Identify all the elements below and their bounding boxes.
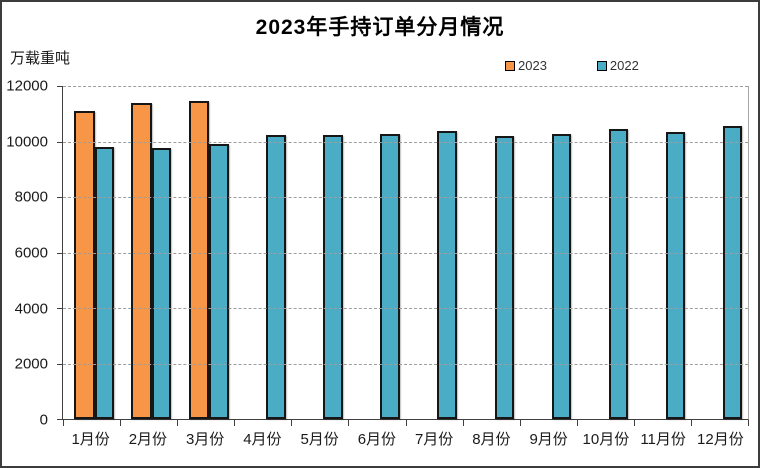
y-tick-label-10000: 10000 (6, 133, 48, 151)
bar-groups (63, 86, 748, 419)
bar-2022-month-8 (494, 135, 514, 419)
y-tick-label-0: 0 (39, 411, 48, 429)
x-tick-mark-1 (120, 420, 122, 426)
bar-2022-month-2 (152, 147, 172, 419)
bar-2022-month-5 (323, 135, 343, 419)
x-tick-label-2: 2月份 (128, 431, 168, 448)
gridline-6000 (63, 252, 748, 254)
legend-item-2022: 2022 (596, 58, 639, 73)
gridline-12000 (63, 86, 748, 87)
bar-2022-month-9 (551, 134, 571, 419)
legend-item-2023: 2023 (505, 58, 547, 73)
x-tick-mark-6 (405, 420, 407, 426)
x-tick-label-4: 4月份 (243, 431, 282, 448)
x-tick-label-12: 12月份 (697, 431, 744, 448)
x-tick-label-9: 9月份 (529, 431, 568, 448)
bar-2022-month-10 (608, 129, 629, 419)
x-tick-label-8: 8月份 (472, 431, 511, 448)
x-tick-label-6: 6月份 (357, 431, 397, 448)
category-group-12 (691, 86, 748, 419)
x-tick-mark-10 (633, 420, 635, 426)
y-tick-label-4000: 4000 (14, 300, 48, 318)
gridline-4000 (63, 308, 748, 309)
y-tick-mark-2000 (57, 363, 63, 365)
plot-area (57, 86, 749, 426)
y-tick-label-2000: 2000 (14, 355, 48, 373)
y-tick-mark-12000 (57, 86, 63, 87)
y-tick-mark-10000 (57, 141, 63, 143)
legend-label-2022: 2022 (609, 58, 639, 73)
y-tick-label-12000: 12000 (6, 77, 48, 95)
y-tick-mark-4000 (57, 308, 63, 309)
bar-2023-month-1 (74, 110, 95, 419)
gridline-2000 (63, 363, 748, 365)
y-tick-label-8000: 8000 (14, 188, 48, 206)
y-axis-tick-labels: 0 2000 4000 6000 8000 10000 12000 (2, 78, 56, 429)
y-tick-mark-8000 (57, 197, 63, 198)
bar-2022-month-1 (94, 146, 115, 419)
gridline-10000 (63, 141, 748, 143)
x-tick-mark-2 (177, 420, 179, 426)
y-tick-label-6000: 6000 (14, 244, 48, 262)
legend: 2023 2022 (505, 58, 639, 73)
legend-label-2023: 2023 (518, 58, 547, 73)
category-group-5 (291, 86, 348, 419)
category-group-3 (177, 86, 234, 419)
category-group-4 (234, 86, 291, 419)
bar-2022-month-4 (266, 134, 286, 419)
x-tick-mark-4 (291, 420, 293, 426)
legend-swatch-2022 (596, 60, 607, 71)
bar-2022-month-12 (722, 126, 743, 419)
x-axis-tick-labels: 1月份 2月份 3月份 4月份 5月份 6月份 7月份 8月份 9月份 10月份 11月份 12月份 (62, 428, 749, 449)
category-group-1 (63, 86, 120, 419)
bar-2022-month-3 (209, 144, 229, 419)
x-tick-label-5: 5月份 (300, 431, 339, 448)
y-tick-mark-6000 (57, 252, 63, 254)
bar-2023-month-2 (131, 103, 153, 419)
y-tick-mark-0 (57, 419, 63, 420)
bar-2022-month-7 (437, 131, 457, 419)
category-group-2 (120, 86, 177, 419)
category-group-9 (520, 86, 577, 419)
category-group-6 (348, 86, 405, 419)
x-tick-mark-11 (690, 420, 692, 426)
chart-title: 2023年手持订单分月情况 (255, 16, 505, 39)
category-group-8 (463, 86, 520, 419)
x-tick-mark-3 (234, 420, 236, 426)
category-group-7 (405, 86, 462, 419)
category-group-11 (634, 86, 691, 419)
x-tick-mark-8 (519, 420, 521, 426)
y-axis-unit-label: 万载重吨 (10, 50, 71, 67)
bar-2022-month-11 (665, 131, 686, 419)
legend-swatch-2023 (505, 60, 515, 71)
x-tick-label-10: 10月份 (582, 431, 630, 448)
x-tick-mark-12 (748, 420, 749, 426)
x-tick-mark-7 (462, 420, 464, 426)
x-tick-label-3: 3月份 (185, 431, 225, 448)
x-tick-mark-9 (576, 420, 578, 426)
x-tick-label-1: 1月份 (71, 431, 110, 448)
x-tick-mark-5 (348, 420, 350, 426)
x-tick-label-11: 11月份 (640, 431, 686, 448)
x-tick-mark-0 (63, 420, 64, 426)
gridline-8000 (63, 197, 748, 198)
bar-2023-month-3 (188, 101, 210, 419)
x-tick-label-7: 7月份 (414, 431, 454, 448)
bar-2022-month-6 (380, 133, 400, 419)
category-group-10 (577, 86, 634, 419)
